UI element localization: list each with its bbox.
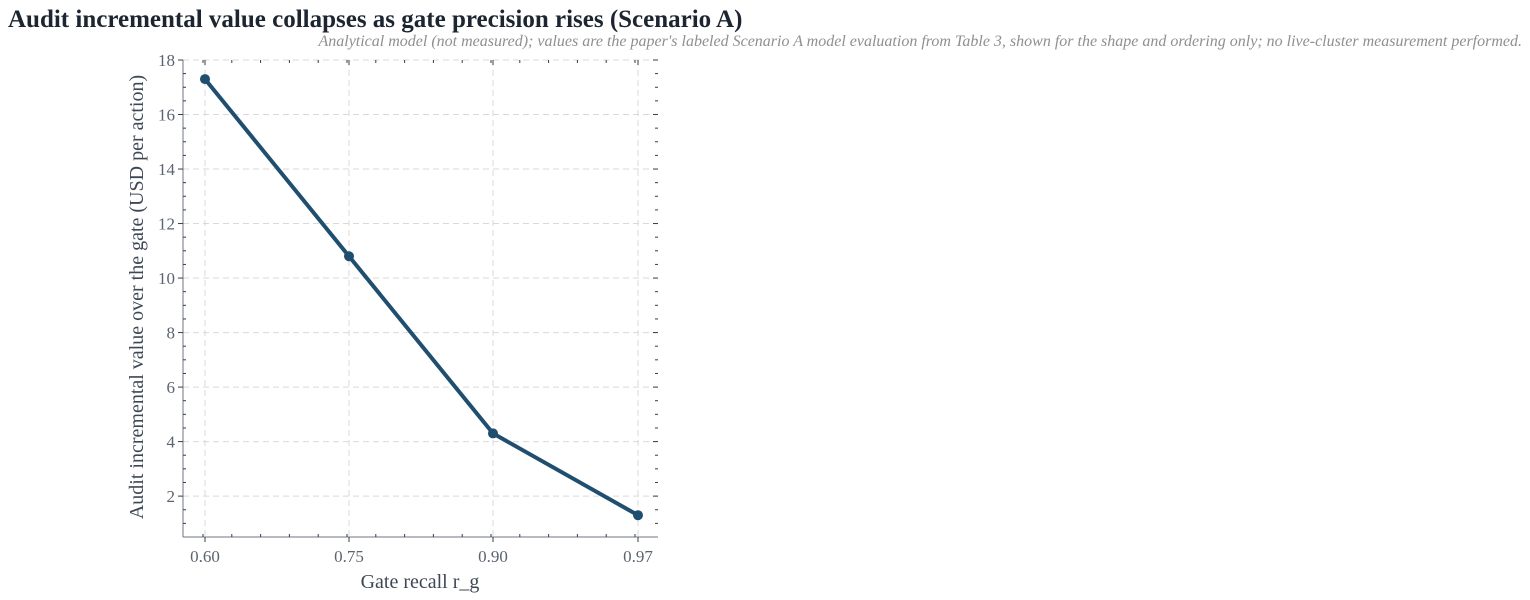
y-tick-label: 14 (158, 160, 176, 179)
x-tick-label: 0.90 (478, 547, 508, 566)
data-point (200, 74, 210, 85)
x-tick-label: 0.60 (190, 547, 220, 566)
data-point (633, 510, 643, 521)
x-tick-label: 0.97 (623, 547, 653, 566)
y-tick-label: 8 (167, 324, 176, 343)
plot-area: 2 4 6 8 10 12 14 16 18 0.60 0.75 0.90 0.97 (158, 51, 658, 566)
series-line (203, 77, 640, 518)
x-axis-label: Gate recall r_g (361, 571, 480, 593)
y-tick-label: 16 (158, 106, 175, 125)
chart-title: Audit incremental value collapses as gat… (8, 6, 742, 33)
y-tick-label: 2 (167, 487, 176, 506)
y-axis-label: Audit incremental value over the gate (U… (126, 75, 148, 519)
y-tick-label: 4 (167, 433, 176, 452)
y-tick-label: 6 (167, 378, 176, 397)
x-tick-label: 0.75 (334, 547, 364, 566)
y-tick-label: 10 (158, 269, 175, 288)
chart-subtitle: Analytical model (not measured); values … (317, 33, 1522, 50)
data-point (344, 251, 354, 262)
y-tick-label: 18 (158, 51, 175, 70)
y-tick-label: 12 (158, 215, 175, 234)
data-point (488, 428, 498, 439)
